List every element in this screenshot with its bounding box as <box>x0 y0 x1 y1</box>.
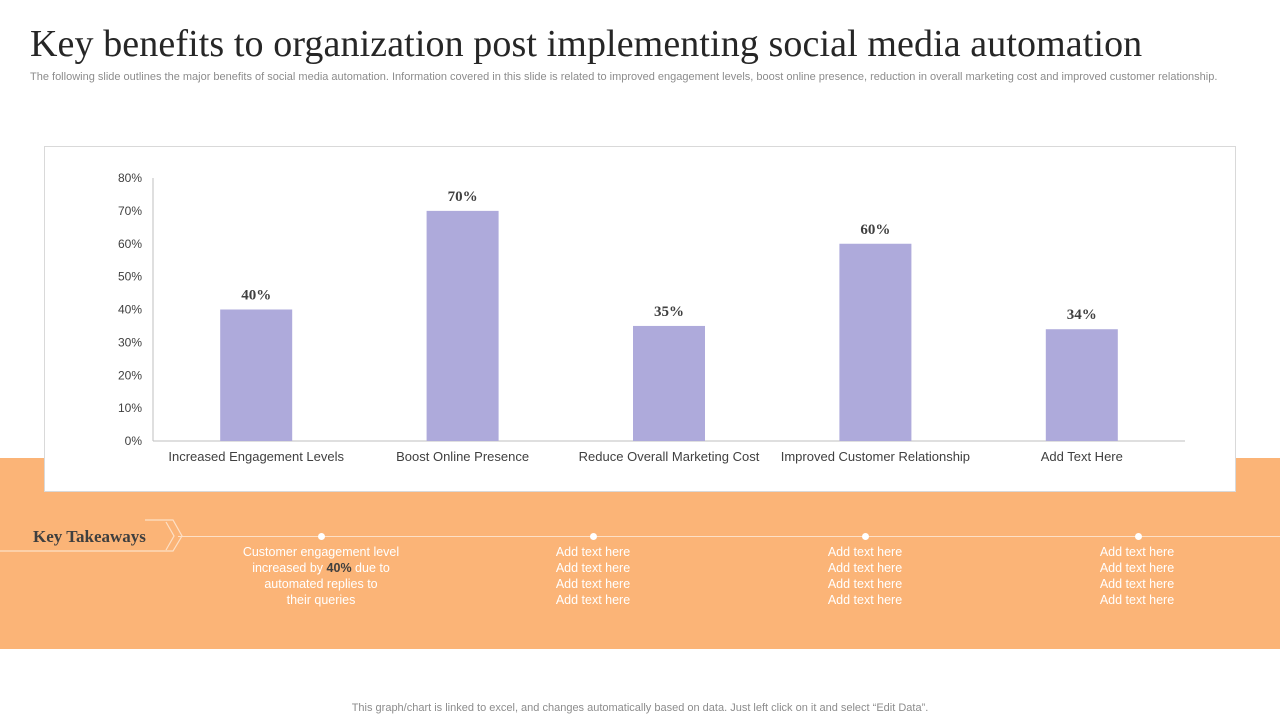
y-tick-label: 20% <box>118 368 142 382</box>
bar <box>1045 329 1118 441</box>
y-tick-label: 50% <box>118 270 142 284</box>
y-tick-label: 70% <box>118 204 142 218</box>
takeaway-text-1: Customer engagement level increased by 4… <box>242 545 400 607</box>
data-label: 40% <box>241 288 271 304</box>
bar <box>633 325 705 441</box>
takeaway-text-3: Add text here Add text here Add text her… <box>827 545 903 607</box>
y-tick-label: 10% <box>118 401 142 415</box>
bar-chart[interactable]: 0% 10% 20% 30% 40% 50% 60% 70% 80% 40% Increased E… <box>45 147 1237 493</box>
chart-card[interactable]: 0% 10% 20% 30% 40% 50% 60% 70% 80% 40% Increased E… <box>44 146 1236 492</box>
data-label: 70% <box>448 189 478 205</box>
footer-note: This graph/chart is linked to excel, and… <box>351 702 929 714</box>
y-tick-label: 60% <box>118 237 142 251</box>
x-tick-label: Boost Online Presence <box>396 449 529 464</box>
takeaway-dot-4 <box>1135 533 1142 540</box>
takeaways-divider <box>178 536 1280 537</box>
takeaway-text-4: Add text here Add text here Add text her… <box>1099 545 1175 607</box>
bar <box>426 210 499 441</box>
data-label: 34% <box>1067 307 1097 323</box>
y-tick-label: 40% <box>118 303 142 317</box>
takeaway-dot-2 <box>590 533 597 540</box>
y-tick-label: 30% <box>118 335 142 349</box>
page-title: Key benefits to organization post implem… <box>30 23 1143 65</box>
y-tick-label: 80% <box>118 171 142 185</box>
takeaway-dot-1 <box>318 533 325 540</box>
takeaway-dot-3 <box>862 533 869 540</box>
key-takeaways-label: Key Takeaways <box>33 527 146 546</box>
takeaway-text-2: Add text here Add text here Add text her… <box>555 545 631 607</box>
y-tick-label: 0% <box>125 434 143 448</box>
bar <box>220 309 293 441</box>
page-subtitle: The following slide outlines the major b… <box>30 71 1218 83</box>
x-tick-label: Increased Engagement Levels <box>168 449 344 464</box>
data-label: 60% <box>860 222 890 238</box>
data-label: 35% <box>654 304 684 320</box>
x-tick-label: Reduce Overall Marketing Cost <box>579 449 760 464</box>
bar <box>839 243 912 441</box>
x-tick-label: Improved Customer Relationship <box>781 449 970 464</box>
x-tick-label: Add Text Here <box>1041 449 1123 464</box>
